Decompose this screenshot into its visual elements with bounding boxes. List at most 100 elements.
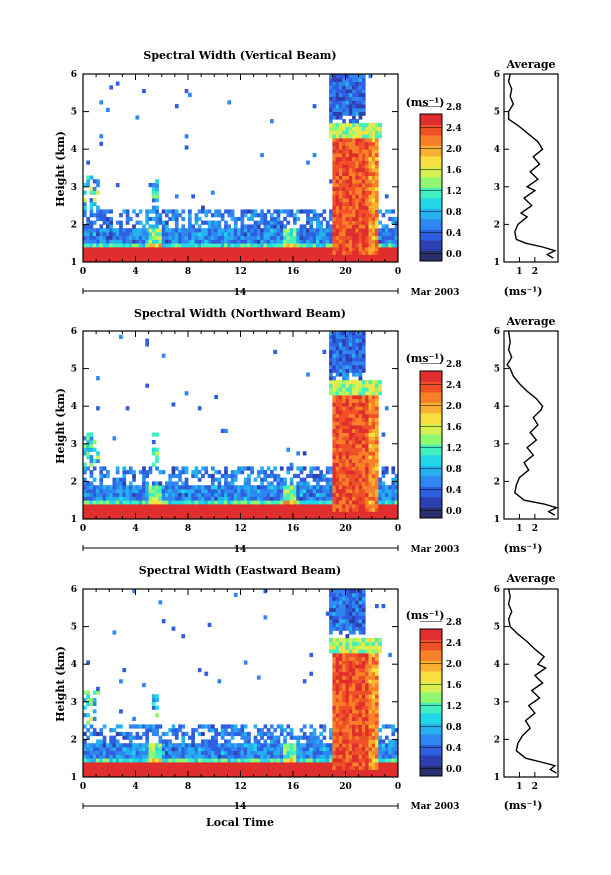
- heatmap-cell: [92, 769, 97, 774]
- heatmap-cell: [345, 428, 350, 433]
- heatmap-cell: [358, 134, 363, 139]
- colorbar-frame: [419, 370, 443, 519]
- heatmap-cell: [194, 492, 199, 497]
- heatmap-cell: [345, 81, 350, 86]
- heatmap-cell: [106, 231, 110, 237]
- heatmap-cell: [332, 107, 337, 112]
- heatmap-cell: [338, 686, 343, 691]
- heatmap-cell: [361, 342, 366, 347]
- heatmap-cell: [329, 615, 333, 620]
- heatmap-cell: [345, 645, 350, 650]
- heatmap-cell: [361, 391, 366, 396]
- heatmap-cell: [355, 496, 359, 501]
- heatmap-cell: [181, 247, 186, 252]
- heatmap-cell: [132, 209, 136, 214]
- heatmap-cell: [240, 754, 245, 759]
- colorbar-swatch: [420, 434, 442, 445]
- heatmap-cell: [115, 258, 120, 263]
- heatmap-cell: [329, 470, 333, 475]
- heatmap-cell: [204, 724, 209, 729]
- heatmap-cell: [322, 504, 327, 509]
- heatmap-cell: [99, 100, 104, 105]
- heatmap-cell: [342, 183, 346, 188]
- heatmap-cell: [174, 765, 179, 770]
- heatmap-cell: [332, 235, 337, 240]
- heatmap-cell: [135, 758, 140, 763]
- heatmap-cell: [375, 254, 379, 259]
- heatmap-cell: [174, 485, 179, 490]
- heatmap-cell: [335, 168, 340, 173]
- heatmap-cell: [329, 762, 333, 767]
- heatmap-cell: [316, 504, 320, 509]
- heatmap-cell: [338, 425, 343, 430]
- heatmap-cell: [250, 769, 254, 774]
- heatmap-cell: [306, 231, 310, 237]
- heatmap-cell: [89, 458, 94, 463]
- heatmap-cell: [335, 451, 340, 456]
- heatmap-cell: [151, 190, 156, 195]
- heatmap-cell: [345, 652, 350, 658]
- heatmap-cell: [345, 758, 350, 763]
- profile-1-frame: [503, 73, 559, 263]
- heatmap-cell: [165, 769, 169, 774]
- heatmap-cell: [243, 228, 248, 233]
- heatmap-cell: [319, 724, 323, 729]
- heatmap-cell: [204, 773, 209, 778]
- heatmap-cell: [338, 153, 343, 158]
- heatmap-cell: [132, 504, 136, 509]
- panel-1-title: Spectral Width (Vertical Beam): [143, 49, 336, 62]
- heatmap-cell: [375, 201, 379, 206]
- heatmap-cell: [138, 492, 143, 497]
- heatmap-cell: [335, 349, 340, 354]
- heatmap-cell: [365, 485, 369, 490]
- heatmap-cell: [86, 443, 90, 448]
- heatmap-cell: [250, 488, 254, 494]
- heatmap-cell: [355, 368, 359, 373]
- heatmap-cell: [342, 694, 346, 699]
- heatmap-cell: [197, 504, 202, 509]
- heatmap-cell: [368, 74, 373, 79]
- heatmap-cell: [371, 160, 376, 165]
- heatmap-cell: [106, 762, 110, 767]
- heatmap-cell: [168, 515, 172, 520]
- heatmap-cell: [191, 773, 195, 778]
- heatmap-cell: [273, 473, 277, 479]
- heatmap-cell: [306, 773, 310, 778]
- heatmap-cell: [83, 515, 87, 520]
- heatmap-cell: [355, 228, 359, 233]
- heatmap-cell: [194, 765, 199, 770]
- heatmap-cell: [142, 769, 146, 774]
- heatmap-cell: [342, 334, 346, 339]
- heatmap-cell: [338, 622, 343, 627]
- heatmap-cell: [171, 500, 176, 505]
- heatmap-cell: [358, 364, 363, 369]
- heatmap-cell: [260, 504, 264, 509]
- heatmap-cell: [211, 250, 215, 255]
- panel-2-y-label: Height (km): [54, 388, 67, 464]
- heatmap-cell: [279, 754, 284, 759]
- heatmap-cell: [250, 746, 254, 752]
- heatmap-cell: [358, 89, 363, 94]
- heatmap-cell: [125, 488, 130, 494]
- heatmap-cell: [309, 258, 314, 263]
- heatmap-cell: [345, 724, 350, 729]
- heatmap-cell: [151, 724, 156, 729]
- heatmap-cell: [342, 402, 346, 407]
- heatmap-cell: [132, 589, 136, 594]
- heatmap-cell: [335, 619, 340, 624]
- heatmap-cell: [171, 504, 176, 509]
- heatmap-cell: [174, 507, 179, 512]
- heatmap-cell: [99, 213, 104, 218]
- heatmap-cell: [394, 247, 399, 252]
- heatmap-cell: [151, 728, 156, 733]
- heatmap-cell: [83, 250, 87, 255]
- heatmap-cell: [345, 762, 350, 767]
- heatmap-cell: [128, 492, 133, 497]
- heatmap-cell: [394, 231, 399, 237]
- heatmap-cell: [332, 190, 337, 195]
- heatmap-cell: [184, 228, 189, 233]
- heatmap-cell: [168, 754, 172, 759]
- heatmap-cell: [109, 515, 113, 520]
- heatmap-cell: [319, 758, 323, 763]
- heatmap-cell: [194, 243, 199, 248]
